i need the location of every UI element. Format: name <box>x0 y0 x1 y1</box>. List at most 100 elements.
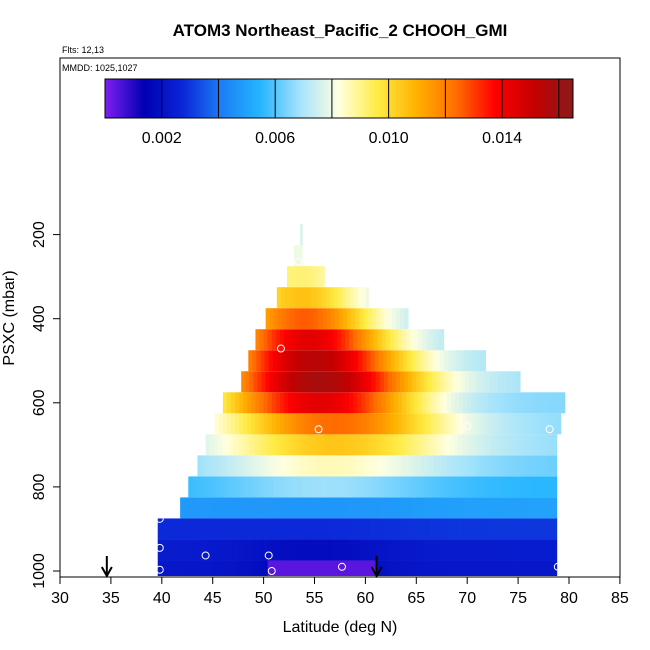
heatmap-cell <box>361 329 366 351</box>
heatmap-cell <box>202 539 207 561</box>
heatmap-cell <box>382 350 388 372</box>
heatmap-cell <box>325 287 331 309</box>
heatmap-cell <box>454 413 460 435</box>
heatmap-cell <box>463 392 468 414</box>
heatmap-cell <box>546 497 552 519</box>
heatmap-cell <box>454 518 460 540</box>
heatmap-cell <box>381 539 387 561</box>
heatmap-cell <box>340 539 346 561</box>
heatmap-cell <box>436 476 442 498</box>
heatmap-cell <box>312 560 317 576</box>
heatmap-cell <box>298 476 303 498</box>
heatmap-cell <box>254 434 259 456</box>
heatmap-cell <box>379 371 385 393</box>
heatmap-cell <box>350 350 355 372</box>
heatmap-cell <box>278 434 284 456</box>
heatmap-cell <box>481 476 486 498</box>
heatmap-cell <box>477 497 482 519</box>
heatmap-cell <box>329 287 335 309</box>
heatmap-cell <box>276 350 282 372</box>
heatmap-cell <box>473 497 478 519</box>
heatmap-cell <box>459 539 464 561</box>
heatmap-cell <box>282 455 288 477</box>
heatmap-cell <box>157 560 163 576</box>
heatmap-cell <box>273 476 279 498</box>
heatmap-cell <box>235 413 240 435</box>
heatmap-cell <box>528 560 533 576</box>
heatmap-cell <box>530 476 535 498</box>
heatmap-cell <box>233 476 238 498</box>
heatmap-cell <box>385 413 391 435</box>
heatmap-cell <box>311 266 316 288</box>
heatmap-cell <box>554 497 558 519</box>
heatmap-cell <box>365 329 370 351</box>
heatmap-cell <box>347 497 352 519</box>
heatmap-cell <box>243 392 248 414</box>
heatmap-cell <box>336 539 342 561</box>
heatmap-cell <box>322 497 328 519</box>
heatmap-cell <box>296 392 301 414</box>
heatmap-cell <box>319 455 325 477</box>
heatmap-cell <box>330 497 336 519</box>
heatmap-cell <box>507 539 513 561</box>
heatmap-cell <box>493 476 499 498</box>
heatmap-cell <box>295 266 300 288</box>
heatmap-cell <box>402 413 407 435</box>
heatmap-cell <box>491 413 497 435</box>
observation-point <box>155 514 164 523</box>
heatmap-cell <box>367 497 372 519</box>
heatmap-cell <box>457 371 462 393</box>
heatmap-cell <box>239 413 244 435</box>
heatmap-cell <box>201 455 206 477</box>
heatmap-cell <box>362 350 367 372</box>
heatmap-cell <box>438 539 444 561</box>
heatmap-cell <box>522 476 527 498</box>
heatmap-cell <box>306 371 311 393</box>
heatmap-cell <box>483 560 488 576</box>
heatmap-cell <box>414 329 419 351</box>
heatmap-cell <box>419 350 424 372</box>
heatmap-cell <box>273 371 279 393</box>
heatmap-cell <box>445 455 451 477</box>
heatmap-cell <box>413 455 418 477</box>
heatmap-cell <box>241 497 246 519</box>
heatmap-cell <box>322 371 328 393</box>
heatmap-cell <box>544 392 550 414</box>
heatmap-cell <box>231 392 236 414</box>
heatmap-cell <box>526 497 531 519</box>
x-tick-label: 65 <box>407 590 425 607</box>
heatmap-cell <box>198 518 203 540</box>
heatmap-cell <box>316 413 322 435</box>
heatmap-cell <box>306 497 311 519</box>
heatmap-cell <box>519 455 524 477</box>
heatmap-cell <box>330 476 336 498</box>
heatmap-cell <box>414 413 419 435</box>
heatmap-cell <box>507 518 513 540</box>
heatmap-cell <box>548 392 554 414</box>
heatmap-cell <box>560 392 566 414</box>
heatmap-cell <box>356 434 361 456</box>
heatmap-cell <box>514 497 519 519</box>
heatmap-cell <box>532 392 537 414</box>
heatmap-cell <box>443 350 449 372</box>
heatmap-cell <box>247 392 252 414</box>
heatmap-cell <box>295 455 300 477</box>
heatmap-cell <box>395 308 401 330</box>
heatmap-cell <box>278 455 284 477</box>
heatmap-cell <box>369 518 374 540</box>
heatmap-cell <box>252 350 257 372</box>
heatmap-cell <box>381 329 387 351</box>
heatmap-cell <box>192 476 197 498</box>
heatmap-cell <box>461 371 466 393</box>
heatmap-cell <box>271 329 277 351</box>
heatmap-cell <box>345 518 350 540</box>
heatmap-cell <box>286 308 291 330</box>
heatmap-cell <box>459 413 464 435</box>
heatmap-cell <box>526 476 531 498</box>
heatmap-cell <box>458 455 463 477</box>
heatmap-cell <box>544 413 550 435</box>
heatmap-cell <box>245 476 250 498</box>
heatmap-cell <box>487 518 493 540</box>
heatmap-cell <box>411 350 416 372</box>
heatmap-cell <box>428 371 433 393</box>
